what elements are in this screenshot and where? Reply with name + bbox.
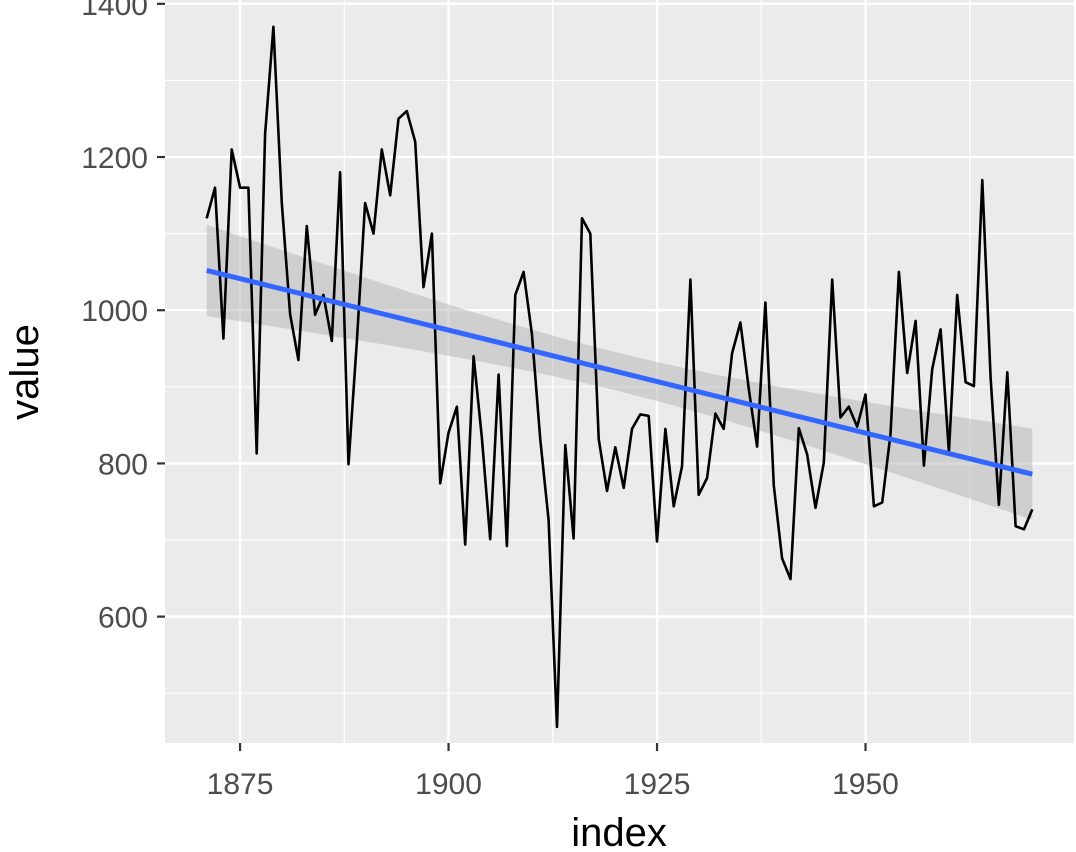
x-tick-label: 1900 <box>415 768 482 801</box>
x-axis-title: index <box>571 811 667 852</box>
y-tick-label: 800 <box>98 448 148 481</box>
x-tick-label: 1925 <box>624 768 691 801</box>
y-tick-label: 600 <box>98 602 148 635</box>
y-tick-label: 1000 <box>81 295 148 328</box>
trend-layer <box>206 267 1033 477</box>
x-tick-label: 1950 <box>832 768 899 801</box>
trend-line <box>206 267 1033 477</box>
y-axis-title: value <box>3 324 47 420</box>
tick-labels: 1875 1900 1925 1950 600 800 1000 1200 1400 <box>81 0 899 801</box>
series-layer <box>205 25 1034 729</box>
y-tick-label: 1200 <box>81 142 148 175</box>
series-line <box>205 25 1034 729</box>
y-tick-label: 1400 <box>81 0 148 22</box>
axis-ticks <box>157 2 867 751</box>
x-tick-label: 1875 <box>207 768 274 801</box>
